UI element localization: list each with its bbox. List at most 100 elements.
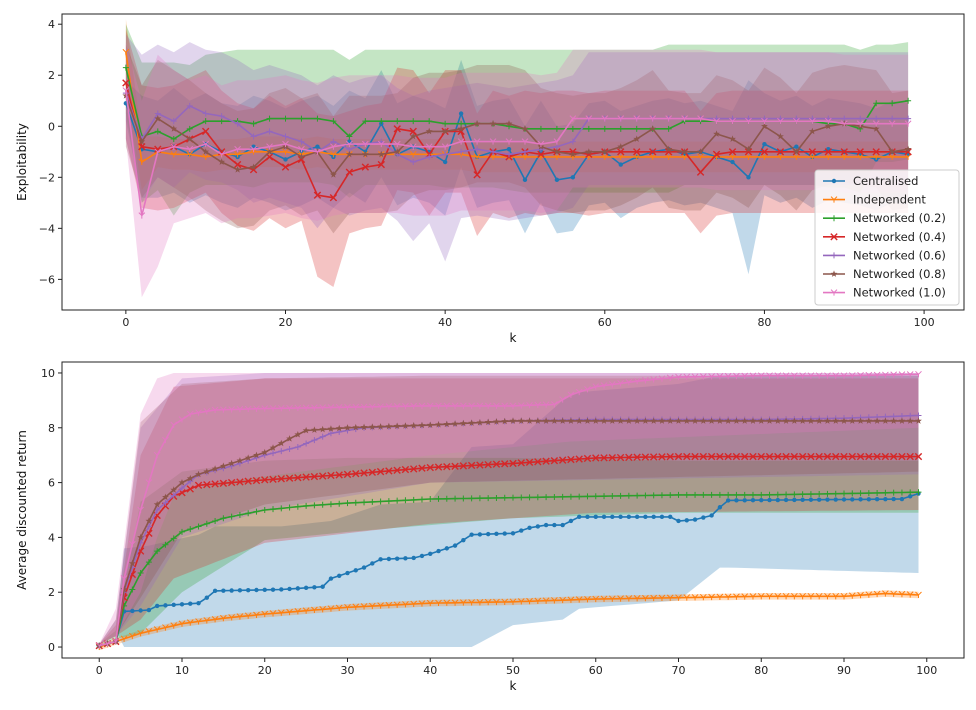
legend-label-independent: Independent xyxy=(853,193,926,207)
bottom-point-centralised-90 xyxy=(841,497,847,502)
top-point-networked-0-4-43 xyxy=(808,148,817,156)
top-point-networked-0-8-43 xyxy=(808,127,816,135)
top-point-networked-0-6-46 xyxy=(857,115,864,122)
bottom-point-networked-0-4-97 xyxy=(898,452,906,461)
bottom-point-networked-1-0-49 xyxy=(501,402,509,409)
bottom-point-networked-0-2-54 xyxy=(543,494,550,501)
bottom-point-centralised-38 xyxy=(411,555,416,561)
bottom-point-networked-0-4-53 xyxy=(534,458,542,466)
top-point-networked-1-0-24 xyxy=(505,138,513,145)
bottom-point-networked-0-2-22 xyxy=(278,505,285,512)
top-point-networked-0-8-13 xyxy=(329,171,337,178)
bottom-point-networked-0-8-40 xyxy=(426,421,434,428)
top-ytick-label-4: 4 xyxy=(48,18,55,31)
top-point-networked-0-8-4 xyxy=(186,135,194,142)
bottom-point-centralised-6 xyxy=(146,607,152,613)
bottom-point-independent-52 xyxy=(526,597,533,605)
bottom-point-networked-0-8-84 xyxy=(790,417,798,424)
top-ytick-label--4: −4 xyxy=(39,222,55,235)
top-point-networked-0-8-24 xyxy=(505,120,513,127)
bottom-point-networked-0-8-42 xyxy=(443,420,451,428)
bottom-point-independent-20 xyxy=(261,610,269,618)
top-point-networked-0-8-49 xyxy=(904,145,912,153)
bottom-point-networked-0-8-80 xyxy=(757,417,765,424)
bottom-point-networked-0-2-90 xyxy=(841,490,848,497)
bottom-point-independent-10 xyxy=(178,620,186,627)
bottom-point-networked-0-4-34 xyxy=(376,467,385,476)
top-point-networked-1-0-46 xyxy=(856,120,864,127)
bottom-point-independent-99 xyxy=(915,591,922,598)
bottom-point-networked-1-0-55 xyxy=(551,401,558,408)
legend-marker-networked-0-6 xyxy=(831,252,837,259)
bottom-point-networked-0-2-45 xyxy=(468,495,475,502)
top-point-networked-0-2-11 xyxy=(298,115,305,122)
bottom-point-networked-0-8-70 xyxy=(675,417,682,424)
bottom-point-networked-0-8-55 xyxy=(550,417,558,424)
top-point-networked-1-0-5 xyxy=(202,140,210,148)
top-point-networked-1-0-12 xyxy=(314,148,321,155)
bottom-xtick-label-90: 90 xyxy=(837,664,851,677)
bottom-point-networked-0-4-67 xyxy=(649,453,658,461)
top-point-networked-0-8-18 xyxy=(409,132,417,140)
bottom-point-independent-71 xyxy=(683,594,691,601)
bottom-point-networked-0-8-45 xyxy=(468,419,476,426)
bottom-point-networked-0-8-30 xyxy=(344,424,351,431)
top-point-centralised-40 xyxy=(762,141,767,147)
top-point-independent-28 xyxy=(569,153,577,160)
bottom-point-networked-0-2-68 xyxy=(658,492,665,499)
bottom-point-networked-0-4-94 xyxy=(873,452,881,461)
top-point-networked-0-2-18 xyxy=(410,118,417,125)
bottom-point-networked-0-4-20 xyxy=(261,476,269,484)
bottom-point-networked-0-4-72 xyxy=(691,452,699,461)
bottom-point-independent-25 xyxy=(302,607,310,614)
bottom-point-networked-0-8-54 xyxy=(542,417,550,424)
bottom-point-networked-1-0-91 xyxy=(848,372,856,379)
bottom-point-networked-1-0-86 xyxy=(807,372,815,379)
bottom-xtick-label-60: 60 xyxy=(589,664,603,677)
bottom-ytick-label-0: 0 xyxy=(48,641,55,654)
bottom-point-centralised-14 xyxy=(212,588,218,594)
bottom-point-centralised-64 xyxy=(626,514,632,520)
bottom-point-networked-1-0-11 xyxy=(186,410,194,418)
bottom-point-independent-37 xyxy=(402,601,409,608)
top-point-networked-0-8-33 xyxy=(649,125,657,132)
bottom-point-networked-0-8-9 xyxy=(170,486,178,493)
bottom-point-networked-0-4-11 xyxy=(186,485,194,493)
bottom-point-networked-0-4-66 xyxy=(641,453,650,461)
top-point-centralised-12 xyxy=(315,144,320,149)
bottom-point-networked-0-4-55 xyxy=(550,456,559,465)
top-point-independent-0 xyxy=(122,48,130,56)
top-point-networked-0-2-30 xyxy=(601,125,608,132)
bottom-point-independent-60 xyxy=(592,595,600,603)
bottom-point-networked-0-8-15 xyxy=(219,462,227,470)
bottom-ytick-label-8: 8 xyxy=(48,422,55,435)
top-point-centralised-21 xyxy=(458,111,464,116)
top-line-centralised xyxy=(125,103,909,182)
top-point-centralised-20 xyxy=(442,159,448,165)
bottom-xtick-label-80: 80 xyxy=(754,664,768,677)
bottom-band-networked-0-8 xyxy=(99,375,919,645)
bottom-xtick-label-0: 0 xyxy=(96,664,103,677)
top-point-networked-1-0-14 xyxy=(346,140,353,148)
bottom-point-centralised-31 xyxy=(353,568,358,573)
top-point-networked-0-4-40 xyxy=(760,148,769,156)
bottom-point-networked-0-8-76 xyxy=(724,417,732,424)
bottom-point-centralised-8 xyxy=(163,603,168,608)
top-point-independent-27 xyxy=(553,153,561,160)
bottom-point-networked-0-8-51 xyxy=(517,417,525,424)
top-point-networked-0-8-16 xyxy=(377,150,385,158)
bottom-point-networked-0-8-68 xyxy=(658,417,666,424)
bottom-point-networked-0-2-92 xyxy=(857,490,864,497)
bottom-point-networked-0-8-31 xyxy=(352,423,360,431)
top-frame xyxy=(61,13,965,311)
bottom-point-networked-0-2-36 xyxy=(394,497,401,504)
bottom-point-networked-0-4-56 xyxy=(558,456,567,464)
bottom-point-networked-0-4-80 xyxy=(757,452,765,461)
bottom-point-networked-0-8-22 xyxy=(277,439,285,447)
bottom-point-independent-22 xyxy=(277,609,285,616)
bottom-point-independent-77 xyxy=(733,593,740,600)
bottom-point-networked-0-4-35 xyxy=(385,467,393,475)
legend-marker-networked-0-4 xyxy=(830,233,838,241)
top-point-centralised-39 xyxy=(746,175,751,180)
bottom-point-networked-0-6-27 xyxy=(319,433,326,440)
